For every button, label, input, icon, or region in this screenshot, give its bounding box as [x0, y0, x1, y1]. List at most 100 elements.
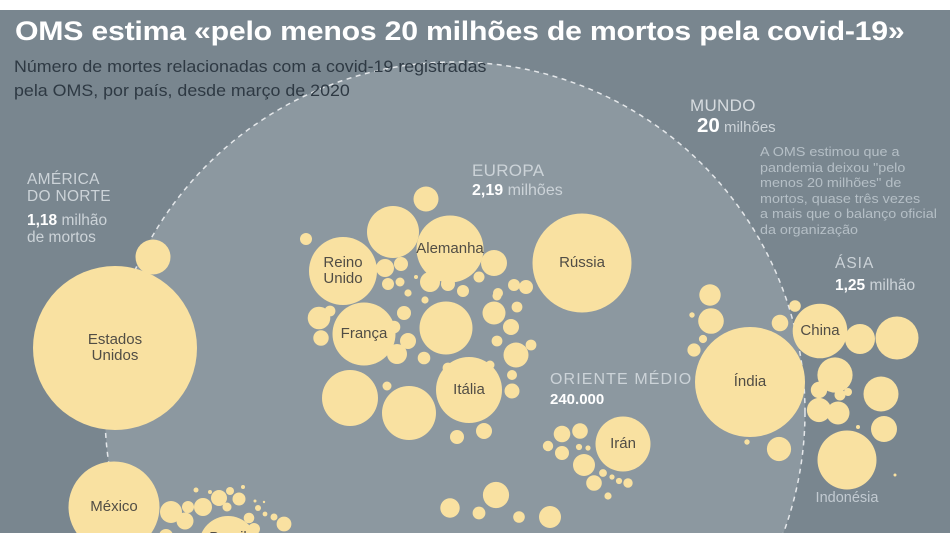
- bubble: [539, 506, 561, 528]
- country-label-indonesia: Indonésia: [815, 490, 879, 506]
- bubble: [442, 362, 454, 374]
- region-label-asia: ÁSIA 1,25 milhão: [835, 256, 915, 295]
- bubble-india: [695, 327, 805, 437]
- bubble: [387, 344, 407, 364]
- bubble: [599, 469, 607, 477]
- bubble: [419, 301, 473, 355]
- bubble: [817, 357, 853, 393]
- region-label-america-do-norte: AMÉRICA DO NORTE 1,18 milhão de mortos: [27, 171, 131, 246]
- bubble: [382, 381, 392, 391]
- bubble: [382, 386, 436, 440]
- region-label-oriente-medio: ORIENTE MÉDIO 240.000: [550, 371, 692, 408]
- bubble: [789, 300, 801, 312]
- bubble: [176, 512, 194, 530]
- bubble: [307, 306, 331, 330]
- country-label-brasil: Brasil: [209, 530, 247, 533]
- bubble: [211, 490, 227, 506]
- bubble: [834, 389, 846, 401]
- bubble: [182, 501, 194, 513]
- country-label-alemanha: Alemanha: [416, 240, 484, 257]
- bubble: [270, 513, 278, 521]
- bubble: [844, 388, 852, 396]
- bubble: [427, 313, 433, 319]
- bubble: [744, 439, 750, 445]
- bubble: [404, 289, 412, 297]
- bubble: [248, 523, 260, 533]
- bubble: [893, 473, 897, 477]
- bubble: [232, 492, 246, 506]
- bubble: [485, 360, 495, 370]
- bubble: [504, 383, 520, 399]
- bubble: [262, 511, 268, 517]
- bubble: [313, 330, 329, 346]
- bubble: [513, 511, 525, 523]
- bubble: [871, 416, 897, 442]
- world-circle-dashed-outline: [104, 61, 806, 533]
- bubble: [698, 308, 724, 334]
- bubble: [810, 381, 828, 399]
- region-name: ÁSIA: [835, 255, 875, 272]
- bubble: [615, 477, 623, 485]
- bubble-iran: [595, 416, 651, 472]
- bubble: [519, 280, 533, 294]
- bubble: [395, 277, 405, 287]
- bubble: [135, 239, 171, 275]
- country-label-franca: França: [340, 325, 388, 342]
- bubble: [508, 279, 520, 291]
- page-title: OMS estima «pelo menos 20 milhões de mor…: [15, 16, 905, 46]
- world-annotation: A OMS estimou que a pandemia deixou "pel…: [760, 144, 937, 237]
- bubble: [400, 333, 416, 349]
- bubble: [476, 423, 492, 439]
- bubble: [875, 316, 919, 360]
- bubble: [525, 339, 537, 351]
- country-label-india: Índia: [733, 373, 767, 390]
- bubble: [253, 499, 257, 503]
- bubble: [553, 425, 571, 443]
- bubble: [604, 492, 612, 500]
- bubble: [573, 454, 595, 476]
- region-value: 2,19 milhões: [472, 182, 563, 199]
- bubble-brasil: [201, 516, 255, 533]
- bubble: [575, 443, 583, 451]
- bubble: [421, 296, 429, 304]
- region-name: EUROPA: [472, 161, 545, 180]
- bubble: [300, 233, 312, 245]
- bubble: [262, 500, 266, 504]
- bubble: [856, 425, 860, 429]
- bubble: [609, 474, 615, 480]
- bubble-estados-unidos: [33, 266, 197, 430]
- bubble: [414, 275, 418, 279]
- region-value: 240.000: [550, 391, 605, 408]
- bubble-indonesia: [817, 430, 877, 490]
- country-label-mexico: México: [90, 498, 138, 515]
- bubble: [503, 319, 519, 335]
- bubble: [417, 351, 431, 365]
- bubble: [387, 320, 401, 334]
- bubble: [472, 369, 490, 387]
- bubble: [481, 250, 507, 276]
- bubble: [585, 445, 591, 451]
- country-label-italia: Itália: [453, 381, 485, 398]
- bubble: [473, 271, 485, 283]
- bubble: [482, 481, 510, 509]
- bubble: [255, 505, 261, 511]
- bubble: [222, 502, 232, 512]
- country-label-iran: Irán: [610, 435, 636, 452]
- top-white-bar: [0, 0, 950, 10]
- bubble: [806, 397, 832, 423]
- bubble: [826, 401, 850, 425]
- bubble: [322, 370, 378, 426]
- bubble: [450, 430, 464, 444]
- region-name: ORIENTE MÉDIO: [550, 371, 693, 388]
- country-label-reino-unido: Reino Unido: [323, 254, 363, 287]
- bubble: [418, 251, 424, 257]
- bubble: [194, 498, 212, 516]
- bubble: [397, 306, 411, 320]
- bubble: [226, 487, 234, 495]
- region-label-europa: EUROPA 2,19 milhões: [472, 162, 563, 200]
- world-label: MUNDO 20 milhões: [690, 97, 776, 138]
- bubble: [507, 370, 517, 380]
- bubble: [586, 475, 602, 491]
- country-label-china: China: [800, 322, 840, 339]
- bubble: [542, 440, 554, 452]
